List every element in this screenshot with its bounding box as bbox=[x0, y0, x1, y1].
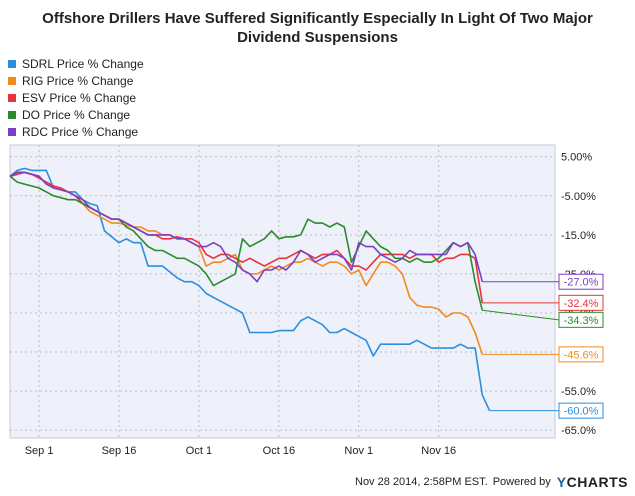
x-tick-label: Sep 1 bbox=[25, 445, 54, 457]
legend-swatch-rig bbox=[8, 76, 16, 85]
end-label-text: -32.4% bbox=[564, 298, 599, 310]
end-label-box bbox=[558, 402, 604, 419]
legend-label-rig: RIG Price % Change bbox=[22, 73, 134, 88]
legend-item-rdc: RDC Price % Change bbox=[8, 123, 144, 140]
footer-timestamp: Nov 28 2014, 2:58PM EST. bbox=[355, 476, 488, 488]
legend-item-sdrl: SDRL Price % Change bbox=[8, 55, 144, 72]
legend-swatch-rdc bbox=[8, 127, 16, 136]
end-label-connector bbox=[482, 309, 560, 321]
y-tick-label: -65.0% bbox=[561, 425, 596, 437]
end-label-box bbox=[558, 346, 604, 363]
x-tick-label: Nov 1 bbox=[344, 445, 373, 457]
end-label-text: -45.6% bbox=[564, 349, 599, 361]
x-tick-label: Nov 16 bbox=[421, 445, 456, 457]
footer-powered-by: Powered by bbox=[492, 476, 551, 488]
end-label-text: -27.0% bbox=[564, 277, 599, 289]
legend-item-esv: ESV Price % Change bbox=[8, 89, 144, 106]
chart-title-line-2: Dividend Suspensions bbox=[237, 29, 398, 46]
x-tick-label: Oct 1 bbox=[186, 445, 212, 457]
logo-text: CHARTS bbox=[566, 474, 628, 490]
x-tick-label: Sep 16 bbox=[102, 445, 137, 457]
legend-label-sdrl: SDRL Price % Change bbox=[22, 56, 144, 71]
legend-item-do: DO Price % Change bbox=[8, 106, 144, 123]
logo-y-letter: Y bbox=[556, 474, 567, 490]
ycharts-logo: YCHARTS bbox=[557, 474, 628, 490]
x-tick-label: Oct 16 bbox=[263, 445, 295, 457]
chart-title-line-1: Offshore Drillers Have Suffered Signific… bbox=[42, 10, 593, 27]
legend-label-rdc: RDC Price % Change bbox=[22, 124, 139, 139]
footer: Nov 28 2014, 2:58PM EST. Powered by YCHA… bbox=[355, 474, 628, 490]
legend: SDRL Price % Change RIG Price % Change E… bbox=[8, 55, 144, 140]
end-label-text: -34.3% bbox=[564, 315, 599, 327]
y-tick-label: -5.00% bbox=[561, 191, 596, 203]
end-label-box bbox=[558, 294, 604, 311]
y-tick-label: -55.0% bbox=[561, 386, 596, 398]
legend-swatch-do bbox=[8, 110, 16, 119]
series-line-4 bbox=[9, 171, 484, 283]
end-label-text: -60.0% bbox=[564, 406, 599, 418]
end-label-box bbox=[558, 273, 604, 290]
plot-area bbox=[9, 144, 556, 439]
series-line-0 bbox=[9, 167, 491, 412]
y-tick-label: -15.0% bbox=[561, 230, 596, 242]
legend-swatch-esv bbox=[8, 93, 16, 102]
legend-swatch-sdrl bbox=[8, 59, 16, 68]
end-label-box bbox=[558, 311, 604, 328]
legend-label-do: DO Price % Change bbox=[22, 107, 131, 122]
legend-item-rig: RIG Price % Change bbox=[8, 72, 144, 89]
y-tick-label: 5.00% bbox=[561, 152, 592, 164]
legend-label-esv: ESV Price % Change bbox=[22, 90, 137, 105]
